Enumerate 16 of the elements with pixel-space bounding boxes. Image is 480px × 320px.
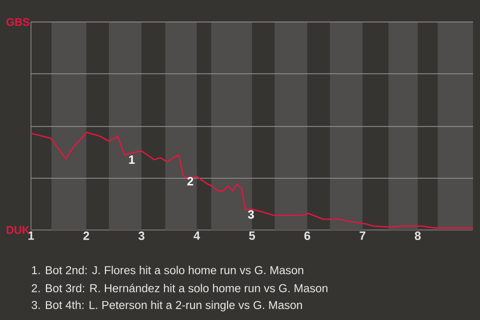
x-tick-label: 4 [194,232,200,240]
text: DUK [6,226,30,234]
text: 1. Bot 2nd: J. Flores hit a solo home run vs G. Mason [32,266,304,274]
text: 3. Bot 4th: L. Peterson hit a 2-run single vs G. Mason [32,300,302,312]
text: GBS [6,18,30,26]
x-tick-label: 2 [83,232,90,240]
annotation: 2 [187,176,194,186]
x-tick-label: 3 [138,232,144,240]
text: 2. Bot 3rd: R. Hernández hit a solo home run vs G. Mason [32,284,328,292]
x-tick-label: 8 [414,232,421,240]
annotation: 1 [129,156,135,164]
x-tick-label: 7 [360,232,366,240]
x-tick-label: 6 [304,232,310,240]
x-tick-label: 1 [28,232,34,240]
annotation: 3 [248,210,254,219]
x-tick-label: 5 [249,232,255,240]
